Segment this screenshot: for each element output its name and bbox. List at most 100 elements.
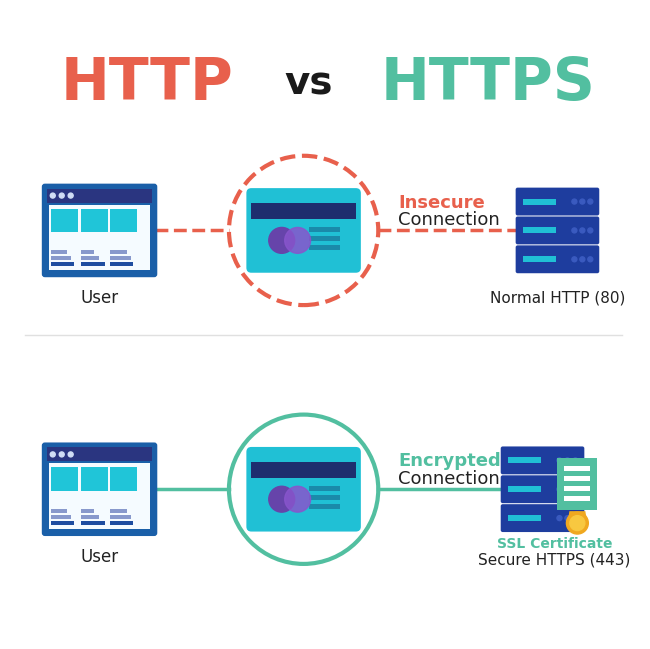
FancyBboxPatch shape bbox=[515, 188, 599, 215]
Text: User: User bbox=[81, 289, 118, 307]
FancyBboxPatch shape bbox=[252, 203, 356, 219]
FancyBboxPatch shape bbox=[111, 521, 133, 525]
FancyBboxPatch shape bbox=[49, 204, 150, 270]
FancyBboxPatch shape bbox=[51, 467, 77, 491]
Circle shape bbox=[50, 452, 55, 457]
FancyBboxPatch shape bbox=[246, 188, 361, 273]
FancyBboxPatch shape bbox=[309, 227, 341, 232]
Circle shape bbox=[565, 458, 570, 463]
FancyBboxPatch shape bbox=[111, 467, 137, 491]
Circle shape bbox=[570, 515, 585, 531]
FancyBboxPatch shape bbox=[51, 256, 71, 260]
FancyBboxPatch shape bbox=[508, 515, 541, 521]
FancyBboxPatch shape bbox=[309, 486, 341, 491]
Circle shape bbox=[588, 257, 593, 262]
FancyBboxPatch shape bbox=[81, 515, 99, 519]
Circle shape bbox=[580, 199, 585, 204]
FancyBboxPatch shape bbox=[508, 486, 541, 492]
Circle shape bbox=[573, 515, 578, 520]
FancyBboxPatch shape bbox=[309, 236, 341, 241]
FancyBboxPatch shape bbox=[564, 486, 590, 491]
FancyBboxPatch shape bbox=[111, 262, 133, 266]
FancyBboxPatch shape bbox=[47, 447, 152, 461]
Text: Normal HTTP (80): Normal HTTP (80) bbox=[489, 291, 625, 306]
Text: SSL Certificate: SSL Certificate bbox=[497, 537, 612, 551]
FancyBboxPatch shape bbox=[51, 521, 73, 525]
FancyBboxPatch shape bbox=[111, 256, 131, 260]
FancyBboxPatch shape bbox=[42, 184, 157, 277]
Text: HTTPS: HTTPS bbox=[380, 55, 595, 112]
FancyBboxPatch shape bbox=[81, 208, 107, 232]
FancyBboxPatch shape bbox=[246, 447, 361, 532]
Circle shape bbox=[285, 486, 311, 512]
FancyBboxPatch shape bbox=[564, 496, 590, 501]
Circle shape bbox=[557, 458, 562, 463]
FancyBboxPatch shape bbox=[564, 467, 590, 471]
FancyBboxPatch shape bbox=[49, 463, 150, 529]
Circle shape bbox=[50, 193, 55, 198]
Circle shape bbox=[59, 193, 64, 198]
FancyBboxPatch shape bbox=[111, 208, 137, 232]
Circle shape bbox=[580, 257, 585, 262]
Text: vs: vs bbox=[284, 64, 333, 102]
FancyBboxPatch shape bbox=[309, 495, 341, 500]
FancyBboxPatch shape bbox=[500, 475, 584, 503]
FancyBboxPatch shape bbox=[111, 509, 127, 513]
FancyBboxPatch shape bbox=[523, 256, 556, 262]
Text: HTTP: HTTP bbox=[61, 55, 234, 112]
Circle shape bbox=[565, 487, 570, 492]
Circle shape bbox=[268, 486, 294, 512]
FancyBboxPatch shape bbox=[111, 251, 127, 254]
FancyBboxPatch shape bbox=[51, 262, 73, 266]
FancyBboxPatch shape bbox=[508, 458, 541, 463]
Circle shape bbox=[573, 487, 578, 492]
FancyBboxPatch shape bbox=[500, 447, 584, 474]
FancyBboxPatch shape bbox=[81, 251, 94, 254]
FancyBboxPatch shape bbox=[309, 504, 341, 509]
Circle shape bbox=[285, 227, 311, 253]
FancyBboxPatch shape bbox=[252, 462, 356, 478]
Circle shape bbox=[572, 257, 577, 262]
Circle shape bbox=[566, 512, 588, 534]
FancyBboxPatch shape bbox=[523, 227, 556, 234]
Circle shape bbox=[557, 515, 562, 520]
FancyBboxPatch shape bbox=[564, 476, 590, 482]
Text: Insecure: Insecure bbox=[398, 193, 485, 212]
FancyBboxPatch shape bbox=[515, 217, 599, 245]
FancyBboxPatch shape bbox=[51, 515, 71, 519]
FancyBboxPatch shape bbox=[111, 515, 131, 519]
Circle shape bbox=[565, 515, 570, 520]
FancyBboxPatch shape bbox=[309, 245, 341, 251]
FancyBboxPatch shape bbox=[81, 521, 105, 525]
Polygon shape bbox=[567, 511, 588, 523]
FancyBboxPatch shape bbox=[81, 467, 107, 491]
FancyBboxPatch shape bbox=[51, 251, 67, 254]
Text: Connection: Connection bbox=[398, 212, 500, 230]
Circle shape bbox=[588, 199, 593, 204]
Circle shape bbox=[572, 199, 577, 204]
Text: User: User bbox=[81, 548, 118, 566]
FancyBboxPatch shape bbox=[51, 208, 77, 232]
FancyBboxPatch shape bbox=[515, 245, 599, 273]
FancyBboxPatch shape bbox=[500, 504, 584, 532]
Circle shape bbox=[573, 458, 578, 463]
FancyBboxPatch shape bbox=[81, 262, 105, 266]
Circle shape bbox=[588, 228, 593, 233]
Text: Connection: Connection bbox=[398, 471, 500, 488]
FancyBboxPatch shape bbox=[42, 443, 157, 536]
Circle shape bbox=[68, 452, 73, 457]
Circle shape bbox=[572, 228, 577, 233]
FancyBboxPatch shape bbox=[523, 199, 556, 204]
Text: Secure HTTPS (443): Secure HTTPS (443) bbox=[478, 552, 630, 567]
FancyBboxPatch shape bbox=[47, 189, 152, 202]
FancyBboxPatch shape bbox=[51, 509, 67, 513]
Text: Encrypted: Encrypted bbox=[398, 452, 501, 471]
Circle shape bbox=[268, 227, 294, 253]
Circle shape bbox=[68, 193, 73, 198]
FancyBboxPatch shape bbox=[558, 458, 597, 510]
Circle shape bbox=[580, 228, 585, 233]
FancyBboxPatch shape bbox=[81, 509, 94, 513]
Circle shape bbox=[59, 452, 64, 457]
Circle shape bbox=[557, 487, 562, 492]
FancyBboxPatch shape bbox=[81, 256, 99, 260]
